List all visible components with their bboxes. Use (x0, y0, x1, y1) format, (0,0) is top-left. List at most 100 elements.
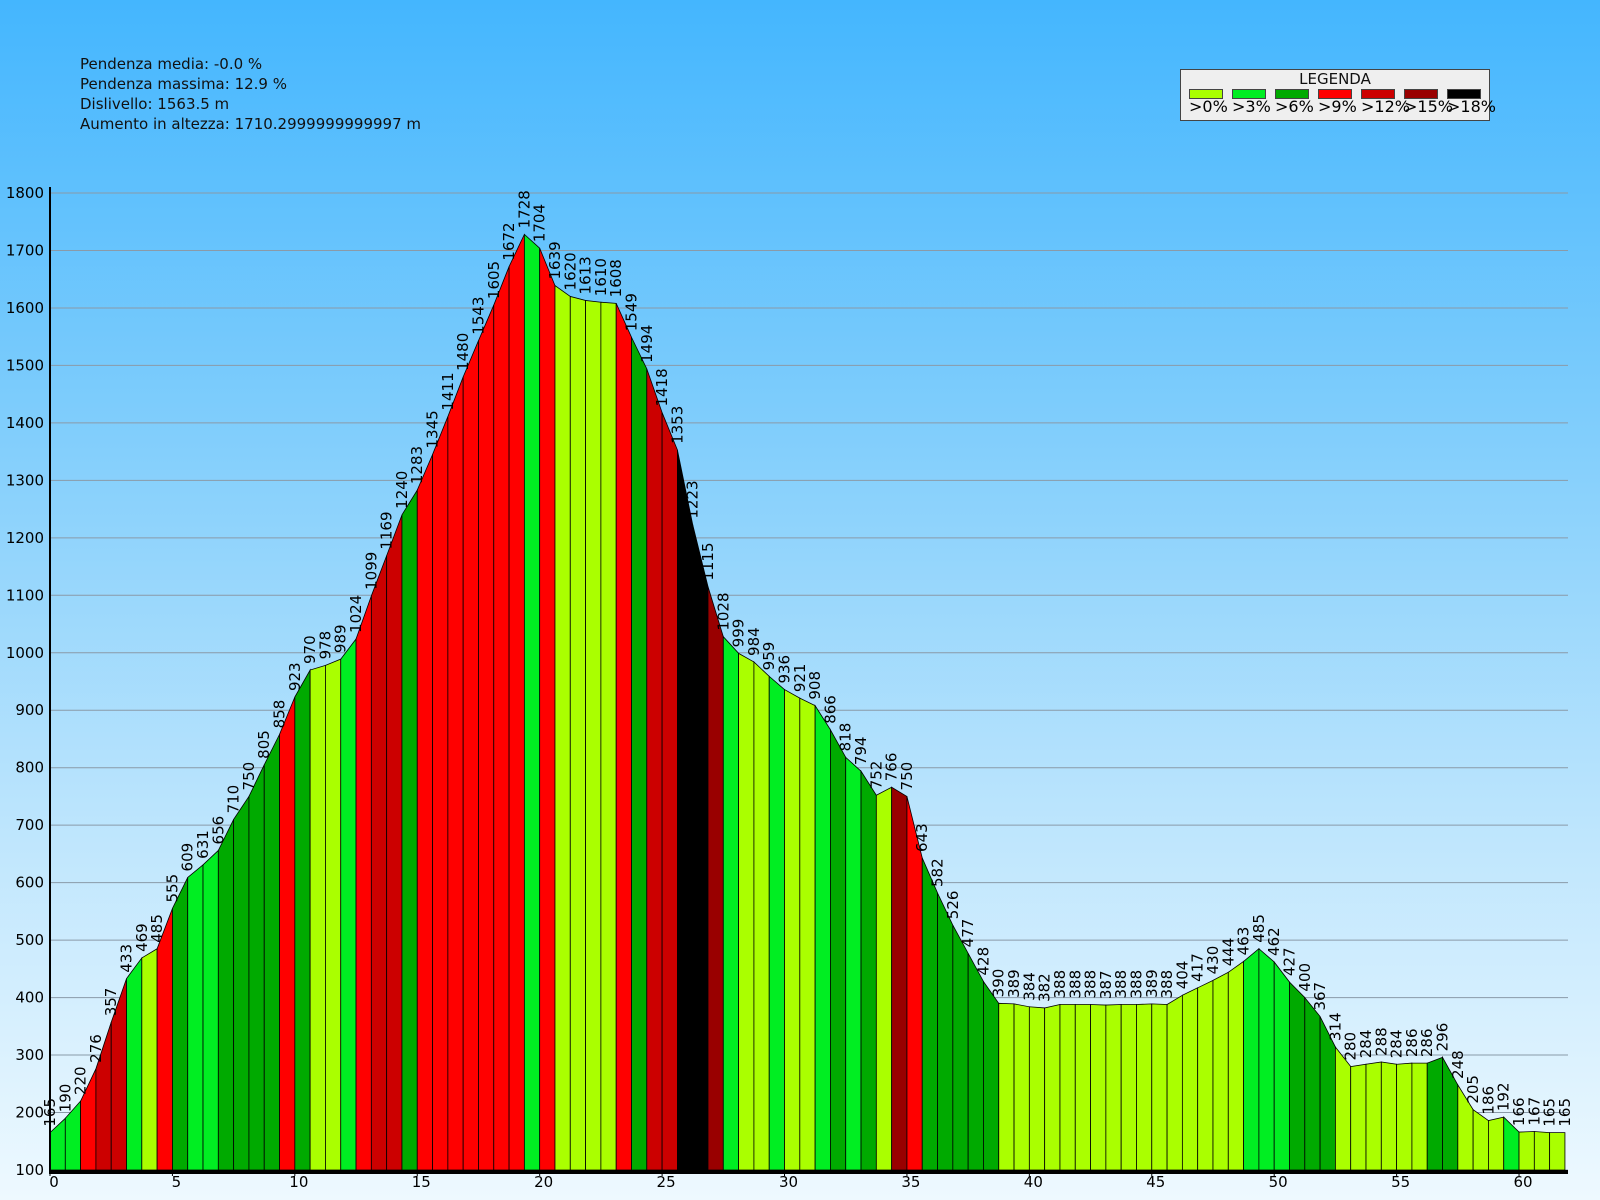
elevation-label: 430 (1204, 946, 1222, 975)
elevation-label: 280 (1342, 1032, 1360, 1061)
y-tick-labels: 100 200 300 400 500 600 700 800 900 1000 1100 1200 1… (6, 184, 44, 1179)
elevation-segment (891, 786, 908, 1171)
legend-label: >12% (1361, 97, 1410, 116)
elevation-label: 631 (194, 830, 212, 859)
elevation-label: 959 (760, 642, 778, 671)
elevation-segment (1243, 947, 1260, 1171)
elevation-label: 220 (72, 1066, 90, 1095)
y-tick-label: 300 (15, 1046, 44, 1064)
elevation-label: 314 (1326, 1012, 1344, 1041)
legend-swatch (1189, 89, 1223, 99)
elevation-segment (967, 953, 984, 1171)
legend-label: >15% (1404, 97, 1453, 116)
y-tick-label: 1400 (6, 414, 44, 432)
max-slope-text: Pendenza massima: 12.9 % (80, 75, 287, 93)
legend-swatch (1275, 89, 1309, 99)
elevation-label: 805 (255, 730, 273, 759)
elevation-segment (1197, 979, 1214, 1171)
elevation-label: 1480 (454, 333, 472, 371)
x-tick-label: 40 (1024, 1173, 1043, 1191)
x-tick-label: 15 (412, 1173, 431, 1191)
elevation-segment (325, 658, 342, 1171)
elevation-label: 357 (102, 988, 120, 1017)
elevation-segment (845, 756, 862, 1171)
elevation-segment (1013, 1003, 1030, 1171)
elevation-label: 643 (913, 823, 931, 852)
elevation-label: 428 (974, 947, 992, 976)
elevation-label: 276 (87, 1034, 105, 1063)
elevation-label: 367 (1311, 982, 1329, 1011)
elevation-label: 936 (776, 655, 794, 684)
elevation-label: 296 (1434, 1023, 1452, 1052)
elevation-label: 469 (133, 923, 151, 952)
elevation-segment (1090, 1004, 1107, 1171)
elevation-label: 978 (316, 631, 334, 660)
elevation-segment (569, 295, 586, 1171)
elevation-segment (1258, 947, 1275, 1171)
elevation-segment (126, 956, 143, 1171)
elevation-label: 858 (271, 700, 289, 729)
elevation-label: 166 (1510, 1097, 1528, 1126)
elevation-label: 1240 (393, 471, 411, 509)
x-tick-label: 50 (1269, 1173, 1288, 1191)
elevation-segment (1365, 1061, 1382, 1171)
x-tick-label: 35 (901, 1173, 920, 1191)
elevation-label: 1411 (439, 372, 457, 410)
elevation-labels: 1651902202763574334694855556096316567107… (41, 190, 1574, 1126)
elevation-segment (554, 284, 571, 1171)
elevation-segment (202, 849, 219, 1171)
elevation-label: 388 (1127, 970, 1145, 999)
x-tick-label: 10 (289, 1173, 308, 1191)
elevation-label: 400 (1296, 963, 1314, 992)
elevation-label: 1115 (699, 542, 717, 580)
elevation-segment (1396, 1062, 1413, 1171)
elevation-label: 382 (1036, 973, 1054, 1002)
elevation-segment (952, 924, 969, 1171)
elevation-label: 984 (745, 627, 763, 656)
legend-label: >18% (1447, 97, 1496, 116)
elevation-label: 284 (1357, 1030, 1375, 1059)
elevation-label: 286 (1418, 1028, 1436, 1057)
elevation-label: 286 (1403, 1028, 1421, 1057)
drop-text: Dislivello: 1563.5 m (80, 95, 230, 113)
legend-item-5: >15% (1396, 89, 1453, 119)
elevation-segment (1380, 1061, 1398, 1171)
y-tick-label: 800 (15, 759, 44, 777)
elevation-label: 989 (332, 624, 350, 653)
elevation-segment (799, 697, 816, 1171)
elevation-segment (279, 696, 296, 1171)
elevation-segment (370, 555, 388, 1171)
elevation-segment (263, 734, 280, 1171)
elevation-label: 384 (1020, 972, 1038, 1001)
elevation-label: 417 (1189, 953, 1207, 982)
elevation-label: 1353 (668, 406, 686, 444)
elevation-segment (661, 412, 678, 1171)
legend-swatch (1447, 89, 1481, 99)
elevation-label: 921 (791, 664, 809, 693)
elevation-segment (294, 668, 311, 1171)
legend-item-6: >18% (1439, 89, 1496, 119)
elevation-label: 427 (1280, 947, 1298, 976)
elevation-label: 1169 (378, 511, 396, 549)
elevation-label: 1639 (546, 241, 564, 279)
elevation-label: 388 (1082, 970, 1100, 999)
elevation-label: 1704 (531, 204, 549, 242)
legend-item-4: >12% (1353, 89, 1410, 119)
x-tick-labels: 0 5 10 15 20 25 30 35 40 45 50 55 60 (49, 1173, 1532, 1191)
elevation-label: 999 (730, 619, 748, 648)
y-tick-label: 400 (15, 989, 44, 1007)
y-tick-label: 200 (15, 1104, 44, 1122)
elevation-label: 1494 (638, 325, 656, 363)
elevation-segment (784, 688, 801, 1171)
elevation-segment (1227, 960, 1244, 1171)
gain-text: Aumento in altezza: 1710.2999999999997 m (80, 115, 422, 133)
y-tick-label: 600 (15, 874, 44, 892)
elevation-label: 388 (1158, 970, 1176, 999)
x-tick-label: 30 (779, 1173, 798, 1191)
elevation-segments (49, 233, 1566, 1171)
elevation-label: 462 (1265, 927, 1283, 956)
elevation-segment (707, 586, 724, 1171)
elevation-segment (1028, 1006, 1046, 1171)
elevation-segment (830, 728, 847, 1171)
elevation-segment (1335, 1045, 1352, 1171)
